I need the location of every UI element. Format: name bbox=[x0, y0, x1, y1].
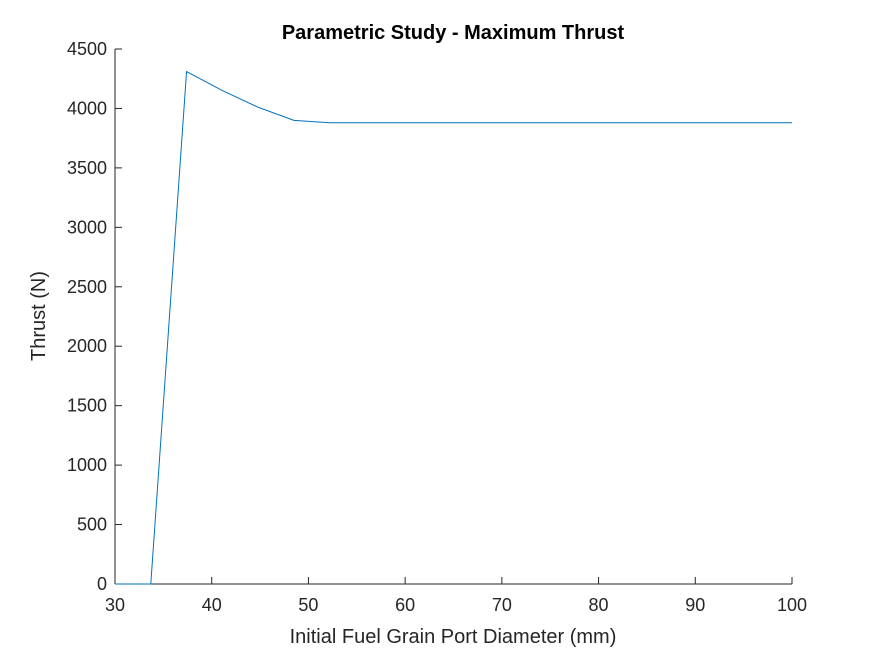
y-axis-label: Thrust (N) bbox=[28, 271, 50, 361]
x-tick-label: 90 bbox=[685, 595, 705, 615]
y-tick-label: 1000 bbox=[67, 455, 107, 475]
y-tick-label: 3000 bbox=[67, 217, 107, 237]
y-tick-label: 0 bbox=[97, 574, 107, 594]
x-tick-label: 60 bbox=[395, 595, 415, 615]
y-tick-label: 3500 bbox=[67, 158, 107, 178]
y-tick-label: 2500 bbox=[67, 277, 107, 297]
y-tick-label: 4500 bbox=[67, 39, 107, 59]
series-line-0 bbox=[115, 70, 792, 585]
y-tick-label: 2000 bbox=[67, 336, 107, 356]
x-axis-ticks: 30 40 50 60 70 80 90 100 bbox=[105, 577, 807, 615]
x-tick-label: 100 bbox=[777, 595, 807, 615]
y-axis-ticks: 0 500 1000 1500 2000 2500 3000 3500 4000 4500 bbox=[67, 39, 122, 594]
x-tick-label: 80 bbox=[589, 595, 609, 615]
x-axis-label: Initial Fuel Grain Port Diameter (mm) bbox=[290, 626, 617, 648]
y-tick-label: 4000 bbox=[67, 98, 107, 118]
chart-title: Parametric Study - Maximum Thrust bbox=[282, 22, 625, 44]
x-tick-label: 70 bbox=[492, 595, 512, 615]
series-group bbox=[115, 70, 792, 585]
x-tick-label: 40 bbox=[202, 595, 222, 615]
x-tick-label: 50 bbox=[298, 595, 318, 615]
plot-area bbox=[114, 49, 792, 585]
y-tick-label: 500 bbox=[77, 515, 107, 535]
y-tick-label: 1500 bbox=[67, 396, 107, 416]
x-tick-label: 30 bbox=[105, 595, 125, 615]
